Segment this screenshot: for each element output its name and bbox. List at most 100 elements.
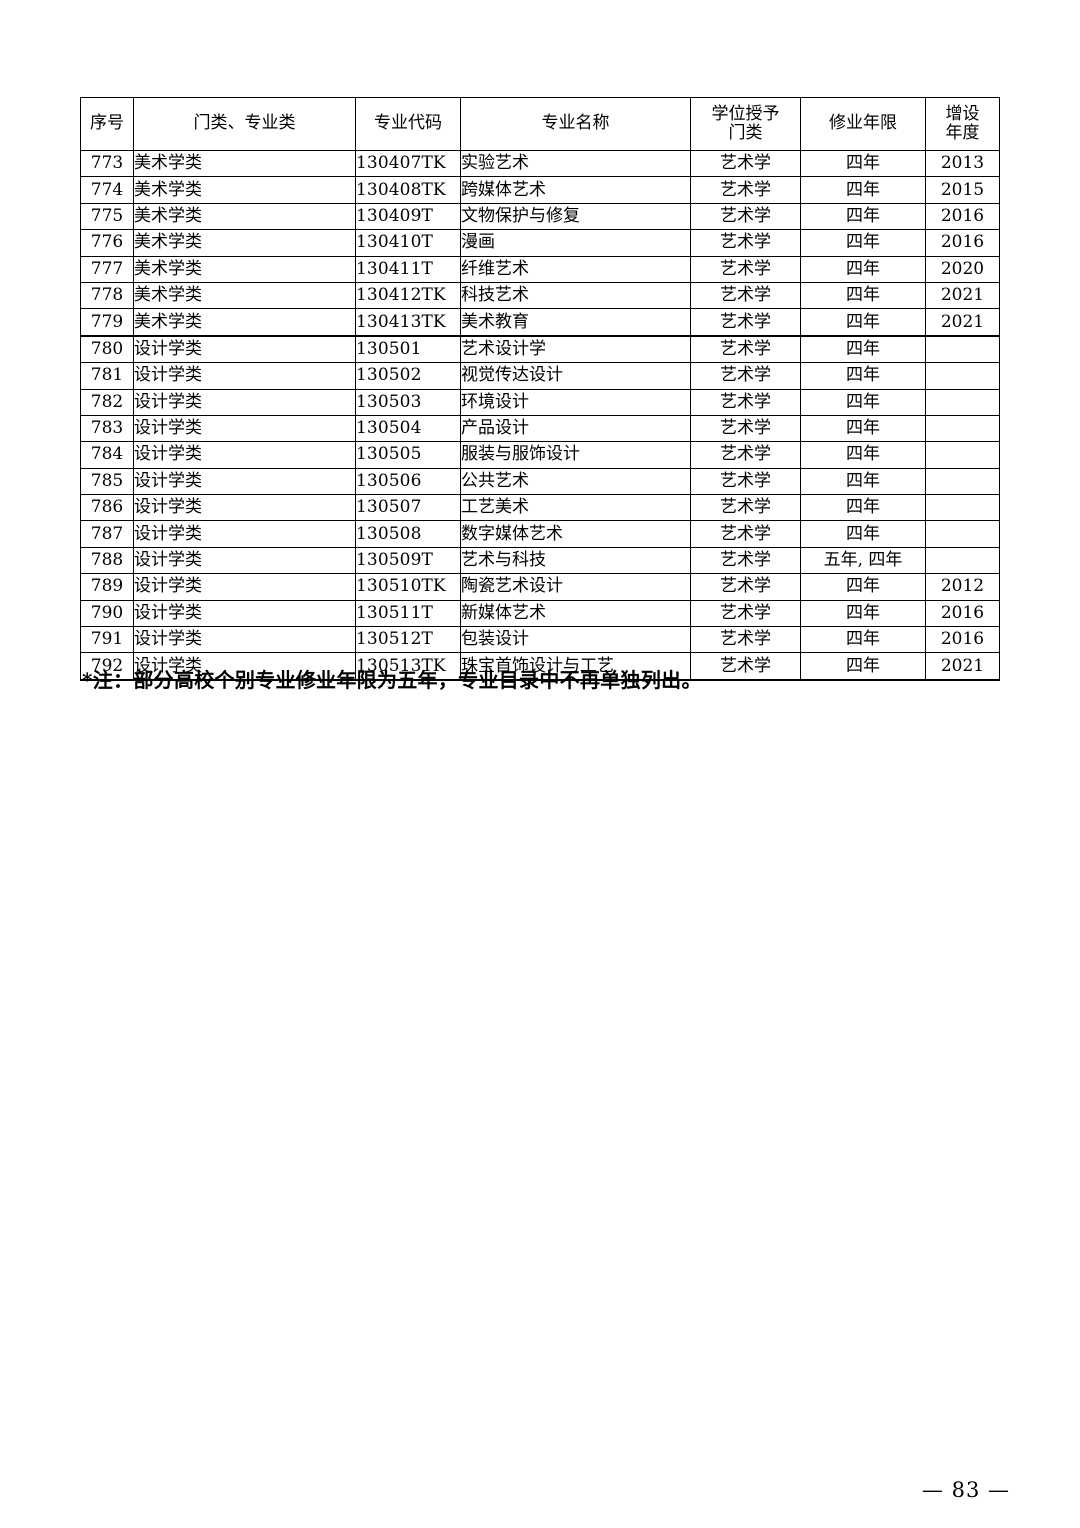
- cell-code: 130412TK: [355, 281, 461, 310]
- cell-name: 产品设计: [460, 414, 691, 443]
- cell-seq: 786: [80, 494, 134, 522]
- cell-years: 四年: [800, 334, 926, 364]
- table-row: 773 美术学类 130407TK 实验艺术 艺术学 四年 2013: [80, 149, 1000, 178]
- cell-degree: 艺术学: [690, 652, 801, 681]
- cell-years: 四年: [800, 202, 926, 231]
- cell-category: 美术学类: [133, 202, 356, 231]
- table-header: 序号 门类、专业类 专业代码 专业名称 学位授予 门类 修业年限 增设 年度: [80, 97, 1000, 151]
- cell-category: 设计学类: [133, 334, 356, 364]
- cell-name: 陶瓷艺术设计: [460, 573, 691, 601]
- cell-category: 设计学类: [133, 494, 356, 522]
- cell-years: 四年: [800, 255, 926, 283]
- table-row: 776 美术学类 130410T 漫画 艺术学 四年 2016: [80, 229, 1000, 257]
- cell-name: 漫画: [460, 229, 691, 257]
- cell-name: 纤维艺术: [460, 255, 691, 283]
- cell-name: 包装设计: [460, 626, 691, 654]
- cell-degree: 艺术学: [690, 520, 801, 548]
- cell-category: 设计学类: [133, 467, 356, 496]
- cell-years: 四年: [800, 388, 926, 416]
- cell-years: 四年: [800, 281, 926, 310]
- cell-added: 2016: [925, 229, 1000, 257]
- table-row: 779 美术学类 130413TK 美术教育 艺术学 四年 2021: [80, 308, 1000, 337]
- cell-code: 130508: [355, 520, 461, 548]
- major-catalog-table-wrapper: 序号 门类、专业类 专业代码 专业名称 学位授予 门类 修业年限 增设 年度 7…: [80, 97, 1000, 681]
- cell-added: [925, 494, 1000, 522]
- cell-degree: 艺术学: [690, 334, 801, 364]
- table-body: 773 美术学类 130407TK 实验艺术 艺术学 四年 2013 774 美术学类 13040…: [80, 149, 1000, 681]
- cell-degree: 艺术学: [690, 176, 801, 204]
- cell-years: 五年, 四年: [800, 546, 926, 575]
- cell-degree: 艺术学: [690, 202, 801, 231]
- cell-years: 四年: [800, 520, 926, 548]
- cell-degree: 艺术学: [690, 546, 801, 575]
- cell-added: [925, 467, 1000, 496]
- cell-degree: 艺术学: [690, 229, 801, 257]
- cell-code: 130512T: [355, 626, 461, 654]
- cell-code: 130409T: [355, 202, 461, 231]
- cell-added: [925, 546, 1000, 575]
- cell-category: 设计学类: [133, 520, 356, 548]
- cell-category: 设计学类: [133, 599, 356, 628]
- cell-name: 环境设计: [460, 388, 691, 416]
- column-header-added-line2: 年度: [945, 123, 980, 143]
- cell-degree: 艺术学: [690, 441, 801, 469]
- cell-code: 130407TK: [355, 149, 461, 178]
- cell-years: 四年: [800, 176, 926, 204]
- cell-category: 美术学类: [133, 149, 356, 178]
- cell-degree: 艺术学: [690, 281, 801, 310]
- cell-seq: 784: [80, 441, 134, 469]
- cell-name: 数字媒体艺术: [460, 520, 691, 548]
- cell-degree: 艺术学: [690, 388, 801, 416]
- cell-degree: 艺术学: [690, 255, 801, 283]
- table-row: 785 设计学类 130506 公共艺术 艺术学 四年: [80, 467, 1000, 496]
- cell-degree: 艺术学: [690, 149, 801, 178]
- cell-seq: 774: [80, 176, 134, 204]
- cell-seq: 782: [80, 388, 134, 416]
- table-footnote: *注：部分高校个别专业修业年限为五年，专业目录中不再单独列出。: [82, 668, 702, 692]
- column-header-code: 专业代码: [355, 97, 461, 151]
- cell-category: 设计学类: [133, 414, 356, 443]
- cell-category: 美术学类: [133, 281, 356, 310]
- cell-code: 130413TK: [355, 308, 461, 337]
- cell-added: 2016: [925, 202, 1000, 231]
- cell-degree: 艺术学: [690, 626, 801, 654]
- table-row: 792 设计学类 130513TK 珠宝首饰设计与工艺 艺术学 四年 2021: [80, 652, 1000, 681]
- table-row: 788 设计学类 130509T 艺术与科技 艺术学 五年, 四年: [80, 546, 1000, 575]
- table-row: 781 设计学类 130502 视觉传达设计 艺术学 四年: [80, 362, 1000, 390]
- table-row: 789 设计学类 130510TK 陶瓷艺术设计 艺术学 四年 2012: [80, 573, 1000, 601]
- cell-seq: 775: [80, 202, 134, 231]
- cell-category: 设计学类: [133, 573, 356, 601]
- cell-code: 130501: [355, 334, 461, 364]
- cell-category: 设计学类: [133, 546, 356, 575]
- cell-degree: 艺术学: [690, 573, 801, 601]
- cell-added: [925, 441, 1000, 469]
- column-header-seq: 序号: [80, 97, 134, 151]
- cell-degree: 艺术学: [690, 308, 801, 337]
- major-catalog-table: 序号 门类、专业类 专业代码 专业名称 学位授予 门类 修业年限 增设 年度 7…: [80, 97, 1000, 681]
- cell-code: 130507: [355, 494, 461, 522]
- cell-name: 珠宝首饰设计与工艺: [460, 652, 691, 681]
- cell-name: 工艺美术: [460, 494, 691, 522]
- cell-name: 跨媒体艺术: [460, 176, 691, 204]
- cell-years: 四年: [800, 229, 926, 257]
- cell-years: 四年: [800, 494, 926, 522]
- cell-seq: 779: [80, 308, 134, 337]
- cell-added: [925, 388, 1000, 416]
- cell-added: 2020: [925, 255, 1000, 283]
- cell-years: 四年: [800, 441, 926, 469]
- cell-category: 设计学类: [133, 441, 356, 469]
- cell-added: 2021: [925, 281, 1000, 310]
- cell-name: 视觉传达设计: [460, 362, 691, 390]
- table-row: 783 设计学类 130504 产品设计 艺术学 四年: [80, 414, 1000, 443]
- cell-name: 艺术设计学: [460, 334, 691, 364]
- cell-years: 四年: [800, 414, 926, 443]
- cell-seq: 785: [80, 467, 134, 496]
- cell-seq: 789: [80, 573, 134, 601]
- cell-degree: 艺术学: [690, 494, 801, 522]
- table-row: 782 设计学类 130503 环境设计 艺术学 四年: [80, 388, 1000, 416]
- cell-seq: 788: [80, 546, 134, 575]
- cell-seq: 791: [80, 626, 134, 654]
- cell-name: 美术教育: [460, 308, 691, 337]
- cell-code: 130505: [355, 441, 461, 469]
- cell-years: 四年: [800, 626, 926, 654]
